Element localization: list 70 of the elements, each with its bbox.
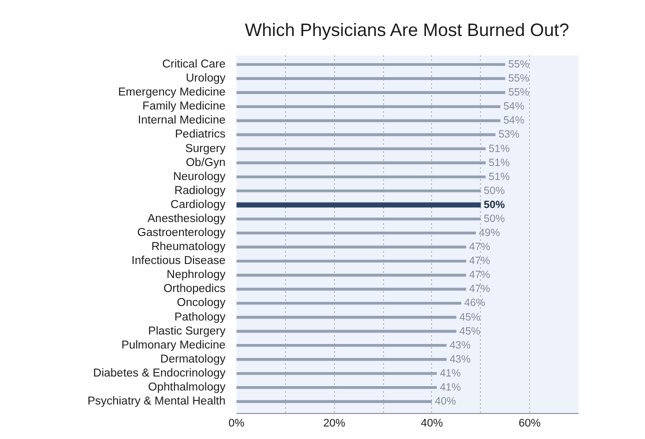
data-label: 47% (469, 283, 490, 296)
bar (236, 246, 466, 248)
data-label: 47% (469, 269, 490, 282)
bar (236, 386, 437, 389)
y-tick-label: Infectious Disease (132, 255, 226, 268)
data-label: 43% (450, 353, 471, 366)
data-label: 45% (459, 311, 480, 324)
bar (236, 189, 481, 192)
y-tick-label: Psychiatry & Mental Health (87, 396, 226, 408)
y-tick-label: Nephrology (166, 269, 226, 282)
y-tick-label: Ob/Gyn (186, 156, 226, 169)
data-label: 45% (459, 325, 480, 338)
bar (236, 372, 437, 375)
chart-title: Which Physicians Are Most Burned Out? (244, 20, 570, 40)
data-label: 55% (508, 86, 530, 99)
y-tick-label: Pulmonary Medicine (121, 339, 226, 352)
y-tick-label: Internal Medicine (138, 114, 226, 127)
bar (236, 91, 506, 94)
y-tick-label: Dermatology (160, 353, 226, 366)
data-label: 49% (478, 227, 500, 240)
data-label: 47% (469, 255, 490, 268)
data-label: 47% (469, 241, 490, 254)
bar (236, 218, 481, 220)
data-label: 50% (484, 212, 505, 225)
data-label: 53% (498, 128, 520, 141)
bar (236, 400, 432, 403)
y-tick-label: Cardiology (170, 198, 226, 211)
y-tick-label: Orthopedics (163, 283, 226, 296)
bar (236, 63, 506, 66)
data-label: 55% (508, 72, 530, 85)
bar (236, 175, 486, 178)
bar (236, 344, 447, 347)
x-tick-label: 0% (228, 418, 245, 430)
y-tick-label: Neurology (173, 170, 226, 183)
x-tick-label: 20% (323, 418, 346, 430)
data-label: 51% (488, 170, 510, 183)
x-tick-label: 60% (518, 418, 541, 430)
y-tick-label: Plastic Surgery (148, 325, 226, 338)
data-label: 55% (508, 58, 530, 70)
y-tick-label: Pediatrics (175, 128, 226, 141)
y-tick-label: Family Medicine (142, 100, 226, 113)
y-tick-label: Surgery (185, 142, 226, 155)
y-tick-label: Critical Care (162, 58, 226, 70)
y-tick-label: Emergency Medicine (118, 86, 226, 99)
bar (236, 77, 506, 80)
data-label: 41% (440, 382, 461, 394)
y-tick-label: Diabetes & Endocrinology (93, 367, 226, 380)
data-label: 41% (440, 367, 461, 380)
y-tick-label: Ophthalmology (148, 382, 226, 394)
data-label: 54% (503, 114, 524, 127)
data-label: 40% (434, 396, 456, 408)
data-label: 43% (450, 339, 471, 352)
data-label: 51% (488, 142, 510, 155)
y-tick-label: Rheumatology (151, 241, 226, 254)
y-tick-label: Urology (186, 72, 226, 85)
data-label: 51% (488, 156, 510, 169)
x-tick-label: 40% (420, 418, 444, 430)
y-tick-label: Radiology (174, 184, 226, 197)
data-label: 50% (484, 198, 506, 211)
bar (236, 105, 500, 108)
y-tick-label: Pathology (174, 311, 226, 324)
y-tick-label: Oncology (176, 297, 226, 310)
data-label: 46% (464, 297, 486, 310)
bar (236, 358, 447, 361)
data-label: 54% (503, 100, 524, 113)
data-label: 50% (484, 184, 505, 197)
bar (236, 260, 466, 263)
y-tick-label: Anesthesiology (148, 212, 226, 225)
bar (236, 232, 476, 234)
y-tick-label: Gastroenterology (137, 227, 226, 240)
